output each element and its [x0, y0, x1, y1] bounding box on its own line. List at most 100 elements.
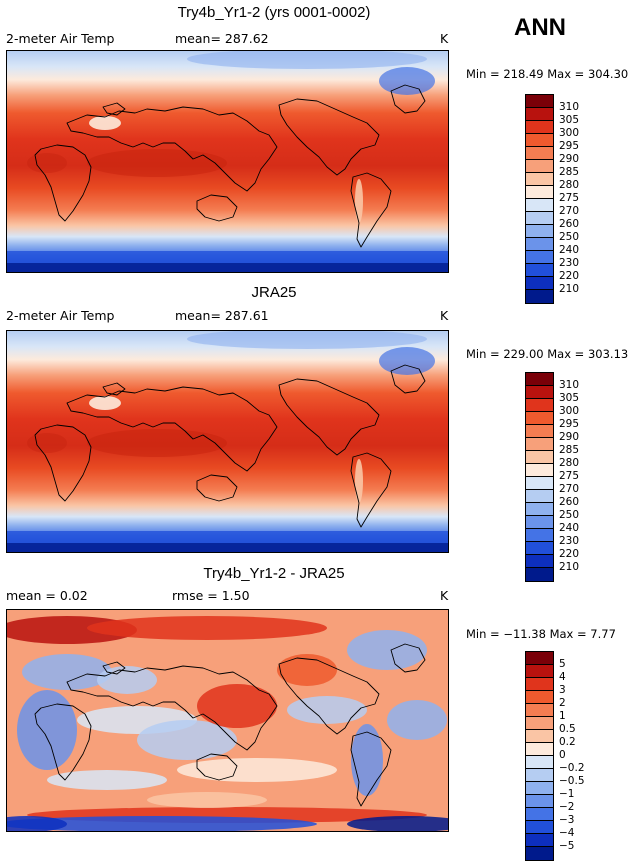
colorbar-swatch	[526, 134, 553, 147]
colorbar-tick-label: 240	[559, 522, 580, 534]
colorbar-tick-label: 280	[559, 179, 580, 191]
colorbar-tick-label: 290	[559, 153, 580, 165]
season-label: ANN	[514, 14, 566, 41]
colorbar-tick-label: 305	[559, 114, 580, 126]
colorbar-tick-label: 300	[559, 405, 580, 417]
colorbar-tick-label: 250	[559, 231, 580, 243]
colorbar-swatch	[526, 186, 553, 199]
colorbar-swatch	[526, 477, 553, 490]
colorbar-tick-label: 240	[559, 244, 580, 256]
mean-label: mean= 287.61	[175, 308, 269, 323]
colorbar-tick-label: 230	[559, 535, 580, 547]
colorbar-tick-label: 260	[559, 496, 580, 508]
colorbar-tick-label: −5	[559, 840, 575, 852]
colorbar-tick-label: 0.2	[559, 736, 576, 748]
variable-label: 2-meter Air Temp	[6, 31, 115, 46]
colorbar-swatch	[526, 290, 553, 303]
colorbar-tick-label: −4	[559, 827, 575, 839]
colorbar-swatch	[526, 108, 553, 121]
colorbar-swatch	[526, 121, 553, 134]
variable-label: 2-meter Air Temp	[6, 308, 115, 323]
colorbar-swatch	[526, 730, 553, 743]
colorbar-swatch	[526, 412, 553, 425]
colorbar-swatch	[526, 451, 553, 464]
colorbar-tick-label: 310	[559, 101, 580, 113]
colorbar-swatch	[526, 743, 553, 756]
mean-label: mean= 287.62	[175, 31, 269, 46]
colorbar-swatch	[526, 691, 553, 704]
colorbar-tick-label: 300	[559, 127, 580, 139]
colorbar-tick-label: 285	[559, 444, 580, 456]
unit-label: K	[440, 588, 449, 603]
colorbar-tick-label: −1	[559, 788, 575, 800]
colorbar-tick-label: 210	[559, 283, 580, 295]
colorbar-swatch	[526, 756, 553, 769]
colorbar	[525, 94, 554, 304]
colorbar-swatch	[526, 821, 553, 834]
colorbar-tick-label: 220	[559, 548, 580, 560]
colorbar-tick-label: 280	[559, 457, 580, 469]
unit-label: K	[440, 31, 449, 46]
colorbar-tick-label: 210	[559, 561, 580, 573]
colorbar-tick-label: 295	[559, 140, 580, 152]
colorbar-tick-label: −3	[559, 814, 575, 826]
colorbar-swatch	[526, 225, 553, 238]
colorbar-swatch	[526, 277, 553, 290]
colorbar-tick-label: 4	[559, 671, 566, 683]
colorbar-tick-label: 1	[559, 710, 566, 722]
colorbar-swatch	[526, 95, 553, 108]
panel-title: JRA25	[251, 284, 297, 301]
panel-title: Try4b_Yr1-2 - JRA25	[203, 565, 345, 582]
colorbar-swatch	[526, 782, 553, 795]
temperature-map	[6, 330, 449, 553]
colorbar-tick-label: 250	[559, 509, 580, 521]
colorbar-swatch	[526, 251, 553, 264]
colorbar-swatch	[526, 147, 553, 160]
colorbar-swatch	[526, 568, 553, 581]
colorbar-tick-label: 305	[559, 392, 580, 404]
colorbar-tick-label: 220	[559, 270, 580, 282]
colorbar-swatch	[526, 542, 553, 555]
colorbar-tick-label: 270	[559, 205, 580, 217]
rmse-label: rmse = 1.50	[172, 588, 250, 603]
colorbar-swatch	[526, 438, 553, 451]
colorbar-tick-label: 260	[559, 218, 580, 230]
colorbar-swatch	[526, 199, 553, 212]
colorbar-tick-label: 3	[559, 684, 566, 696]
colorbar-tick-label: 270	[559, 483, 580, 495]
colorbar-swatch	[526, 490, 553, 503]
colorbar	[525, 372, 554, 582]
colorbar-swatch	[526, 717, 553, 730]
temperature-map	[6, 50, 449, 273]
colorbar-swatch	[526, 795, 553, 808]
colorbar-swatch	[526, 529, 553, 542]
unit-label: K	[440, 308, 449, 323]
colorbar-tick-label: 2	[559, 697, 566, 709]
colorbar-tick-label: 285	[559, 166, 580, 178]
colorbar-tick-label: 310	[559, 379, 580, 391]
colorbar-tick-label: 5	[559, 658, 566, 670]
colorbar-swatch	[526, 847, 553, 860]
colorbar-swatch	[526, 678, 553, 691]
colorbar-swatch	[526, 704, 553, 717]
min-max-label: Min = −11.38 Max = 7.77	[466, 627, 616, 641]
colorbar-tick-label: 275	[559, 470, 580, 482]
colorbar-swatch	[526, 160, 553, 173]
colorbar-swatch	[526, 665, 553, 678]
colorbar	[525, 651, 554, 861]
colorbar-swatch	[526, 652, 553, 665]
colorbar-swatch	[526, 503, 553, 516]
colorbar-swatch	[526, 808, 553, 821]
colorbar-swatch	[526, 464, 553, 477]
colorbar-swatch	[526, 516, 553, 529]
colorbar-swatch	[526, 386, 553, 399]
colorbar-tick-label: 295	[559, 418, 580, 430]
colorbar-swatch	[526, 769, 553, 782]
colorbar-tick-label: 0	[559, 749, 566, 761]
min-max-label: Min = 229.00 Max = 303.13	[466, 347, 629, 361]
colorbar-swatch	[526, 212, 553, 225]
colorbar-tick-label: −2	[559, 801, 575, 813]
panel-title: Try4b_Yr1-2 (yrs 0001-0002)	[177, 4, 371, 21]
difference-map	[6, 609, 449, 832]
colorbar-tick-label: −0.5	[559, 775, 585, 787]
